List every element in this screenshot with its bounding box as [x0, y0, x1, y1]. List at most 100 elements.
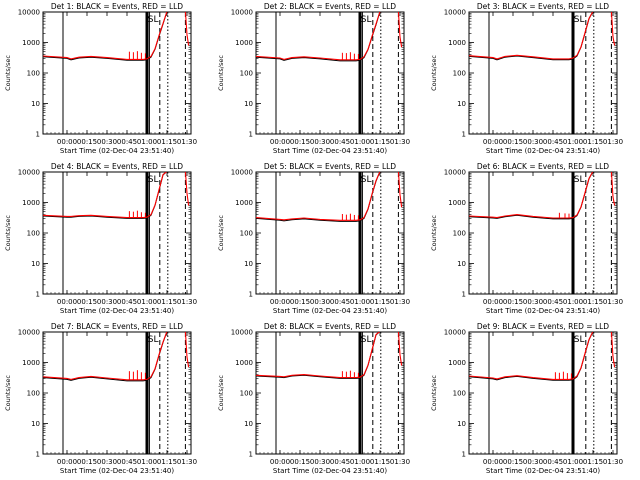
- chart-title: Det 6: BLACK = Events, RED = LLD: [477, 162, 609, 171]
- chart-panel-det6: Det 6: BLACK = Events, RED = LLD 1 10 100 10…: [430, 162, 623, 315]
- sl-annotation: SL: [361, 15, 372, 25]
- y-tick-label: 10: [457, 100, 466, 108]
- x-tick-label: 01:00: [137, 458, 157, 466]
- x-tick-label: 01:30: [603, 458, 623, 466]
- y-tick-label: 10000: [444, 329, 466, 337]
- x-tick-label: 00:45: [330, 138, 350, 146]
- y-tick-label: 1: [462, 131, 466, 139]
- chart-panel-det1: Det 1: BLACK = Events, RED = LLD 1 10 100 10…: [4, 2, 197, 155]
- x-tick-label: 00:30: [97, 138, 117, 146]
- y-tick-label: 10000: [231, 169, 253, 177]
- y-tick-label: 10000: [444, 9, 466, 17]
- plot-area: [43, 172, 190, 294]
- plot-area: [469, 332, 616, 454]
- series-line-lld: [469, 12, 594, 60]
- y-tick-label: 100: [240, 230, 253, 238]
- y-tick-label: 1: [249, 291, 253, 299]
- x-tick-label: 01:30: [390, 138, 410, 146]
- x-axis-label: Start Time (02-Dec-04 23:51:40): [486, 307, 600, 315]
- chart-title: Det 2: BLACK = Events, RED = LLD: [264, 2, 396, 11]
- x-tick-label: 01:15: [157, 138, 177, 146]
- plot-area: [256, 332, 403, 454]
- x-tick-label: 01:15: [370, 138, 390, 146]
- x-tick-label: 00:45: [543, 458, 563, 466]
- y-axis-label: Counts/sec: [430, 215, 438, 251]
- chart-title: Det 5: BLACK = Events, RED = LLD: [264, 162, 396, 171]
- series-line-late-lld: [397, 332, 403, 366]
- x-axis-label: Start Time (02-Dec-04 23:51:40): [60, 467, 174, 475]
- x-axis-label: Start Time (02-Dec-04 23:51:40): [273, 307, 387, 315]
- series-line-late-lld: [610, 332, 616, 368]
- x-tick-label: 01:30: [390, 458, 410, 466]
- series-line-lld: [43, 172, 168, 219]
- x-tick-label: 01:15: [583, 458, 603, 466]
- x-tick-label: 00:00: [483, 458, 503, 466]
- y-axis-label: Counts/sec: [217, 375, 225, 411]
- y-tick-label: 100: [27, 230, 40, 238]
- x-tick-label: 01:30: [603, 298, 623, 306]
- x-tick-label: 01:00: [137, 298, 157, 306]
- plot-area: [469, 172, 616, 294]
- plot-area: [43, 12, 190, 134]
- y-tick-label: 10000: [18, 169, 40, 177]
- y-tick-label: 100: [27, 390, 40, 398]
- y-tick-label: 1: [249, 131, 253, 139]
- x-tick-label: 00:15: [503, 138, 523, 146]
- x-tick-label: 00:00: [483, 138, 503, 146]
- sl-annotation: SL: [574, 335, 585, 345]
- y-tick-label: 10: [31, 420, 40, 428]
- x-axis-label: Start Time (02-Dec-04 23:51:40): [273, 147, 387, 155]
- x-axis-label: Start Time (02-Dec-04 23:51:40): [60, 307, 174, 315]
- x-tick-label: 00:45: [117, 298, 137, 306]
- y-axis-label: Counts/sec: [4, 55, 12, 91]
- x-tick-label: 01:30: [177, 298, 197, 306]
- series-line-lld: [256, 172, 381, 221]
- y-tick-label: 1000: [235, 199, 253, 207]
- x-tick-label: 01:00: [350, 138, 370, 146]
- y-tick-label: 1000: [448, 39, 466, 47]
- chart-panel-det8: Det 8: BLACK = Events, RED = LLD 1 10 100 10…: [217, 322, 410, 475]
- y-tick-label: 100: [453, 390, 466, 398]
- y-axis-label: Counts/sec: [217, 215, 225, 251]
- x-tick-label: 00:15: [77, 138, 97, 146]
- plot-area: [256, 172, 403, 294]
- y-tick-label: 1000: [22, 359, 40, 367]
- x-axis-label: Start Time (02-Dec-04 23:51:40): [273, 467, 387, 475]
- y-axis-label: Counts/sec: [430, 55, 438, 91]
- x-tick-label: 01:15: [583, 298, 603, 306]
- x-tick-label: 00:45: [543, 298, 563, 306]
- x-tick-label: 00:00: [57, 298, 77, 306]
- plot-area: [43, 332, 190, 454]
- y-tick-label: 10: [244, 420, 253, 428]
- x-tick-label: 01:30: [390, 298, 410, 306]
- y-tick-label: 10000: [231, 329, 253, 337]
- x-tick-label: 01:00: [563, 458, 583, 466]
- x-tick-label: 00:00: [483, 298, 503, 306]
- x-tick-label: 00:15: [290, 138, 310, 146]
- y-tick-label: 1: [36, 451, 40, 459]
- y-tick-label: 10000: [231, 9, 253, 17]
- chart-panel-det4: Det 4: BLACK = Events, RED = LLD 1 10 100 10…: [4, 162, 197, 315]
- chart-title: Det 4: BLACK = Events, RED = LLD: [51, 162, 183, 171]
- x-tick-label: 00:45: [117, 138, 137, 146]
- y-tick-label: 1000: [235, 39, 253, 47]
- x-tick-label: 00:00: [270, 298, 290, 306]
- y-axis-label: Counts/sec: [4, 375, 12, 411]
- x-tick-label: 01:30: [603, 138, 623, 146]
- chart-panel-det2: Det 2: BLACK = Events, RED = LLD 1 10 100 10…: [217, 2, 410, 155]
- x-tick-label: 01:15: [157, 298, 177, 306]
- series-line-late-lld: [610, 172, 616, 206]
- y-tick-label: 1000: [22, 199, 40, 207]
- series-line-lld: [256, 332, 381, 379]
- x-tick-label: 01:30: [177, 458, 197, 466]
- series-line-late-lld: [397, 172, 403, 208]
- y-axis-label: Counts/sec: [430, 375, 438, 411]
- chart-title: Det 1: BLACK = Events, RED = LLD: [51, 2, 183, 11]
- y-tick-label: 10: [457, 420, 466, 428]
- series-line-lld: [469, 172, 594, 219]
- x-tick-label: 00:00: [270, 138, 290, 146]
- x-axis-label: Start Time (02-Dec-04 23:51:40): [486, 467, 600, 475]
- sl-annotation: SL: [361, 175, 372, 185]
